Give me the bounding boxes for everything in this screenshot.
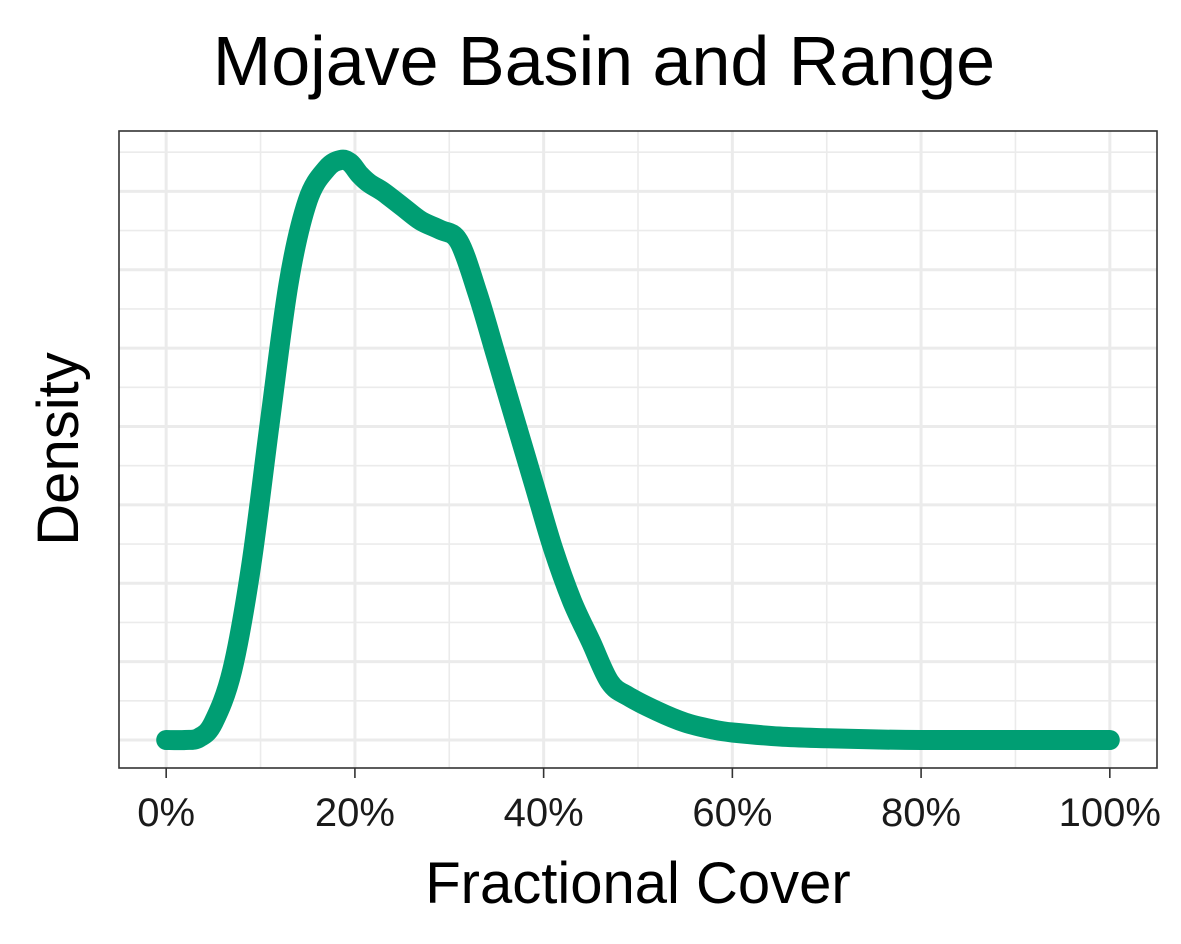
x-tick-label: 20%: [315, 791, 395, 835]
density-series-line: [156, 149, 1120, 751]
x-axis-title: Fractional Cover: [425, 851, 850, 916]
chart-title: Mojave Basin and Range: [213, 22, 995, 100]
x-tick-label: 80%: [881, 791, 961, 835]
x-tick-label: 60%: [692, 791, 772, 835]
x-tick-label: 40%: [504, 791, 584, 835]
y-axis-title: Density: [26, 352, 91, 545]
x-tick-label: 100%: [1059, 791, 1161, 835]
panel-border: [118, 130, 1158, 769]
x-axis: 0% 20% 40% 60% 80% 100%: [137, 768, 1161, 835]
x-tick-label: 0%: [137, 791, 195, 835]
